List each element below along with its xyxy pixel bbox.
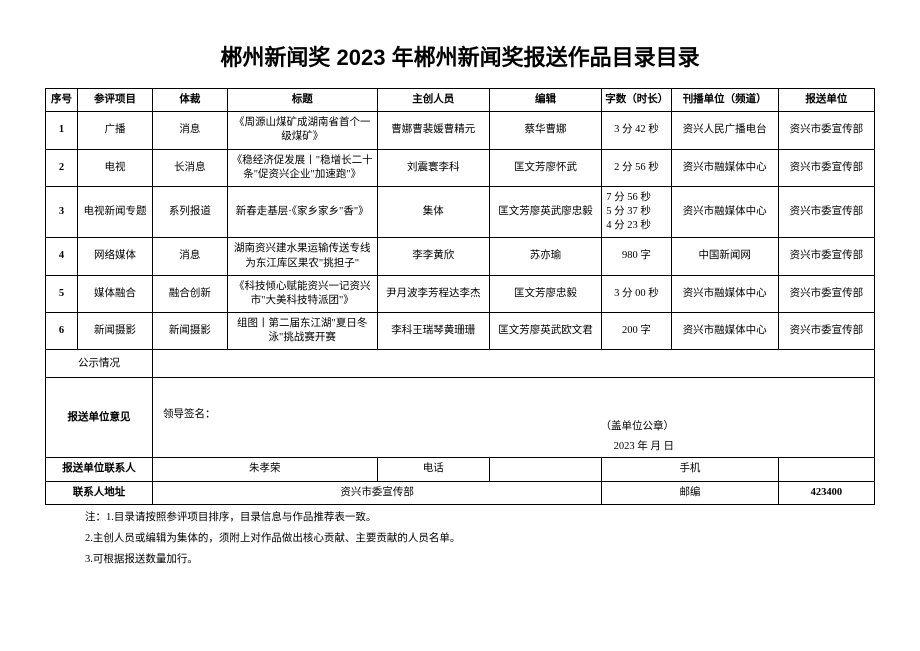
cell-submitter: 资兴市委宣传部 (778, 112, 874, 149)
cell-genre: 系列报道 (152, 186, 227, 238)
cell-worktitle: 组图丨第二届东江湖"夏日冬泳"挑战赛开赛 (227, 313, 377, 350)
cell-seq: 5 (46, 275, 78, 312)
cell-seq: 2 (46, 149, 78, 186)
phone-value (489, 458, 601, 481)
cell-publisher: 资兴市融媒体中心 (671, 275, 778, 312)
notes-block: 注：1.目录请按照参评项目排序，目录信息与作品推荐表一致。 2.主创人员或编辑为… (45, 509, 875, 570)
cell-seq: 4 (46, 238, 78, 275)
postcode-value: 423400 (778, 481, 874, 504)
cell-category: 电视新闻专题 (78, 186, 153, 238)
cell-publisher: 中国新闻网 (671, 238, 778, 275)
th-publisher: 刊播单位（频道） (671, 89, 778, 112)
phone-label: 电话 (377, 458, 489, 481)
header-row: 序号 参评项目 体裁 标题 主创人员 编辑 字数（时长） 刊播单位（频道） 报送… (46, 89, 875, 112)
note-3: 3.可根据报送数量加行。 (85, 551, 875, 570)
cell-publisher: 资兴市融媒体中心 (671, 186, 778, 238)
opinion-content: 领导签名： （盖单位公章） 2023 年 月 日 (152, 378, 874, 458)
note-2: 2.主创人员或编辑为集体的，须附上对作品做出核心贡献、主要贡献的人员名单。 (85, 530, 875, 549)
cell-length: 200 字 (602, 313, 672, 350)
cell-editor: 匡文芳廖忠毅 (489, 275, 601, 312)
cell-creator: 集体 (377, 186, 489, 238)
postcode-label: 邮编 (602, 481, 778, 504)
cell-editor: 匡文芳廖怀武 (489, 149, 601, 186)
cell-worktitle: 新春走基层·《家乡家乡"香"》 (227, 186, 377, 238)
opinion-row: 报送单位意见 领导签名： （盖单位公章） 2023 年 月 日 (46, 378, 875, 458)
cell-submitter: 资兴市委宣传部 (778, 238, 874, 275)
cell-genre: 新闻摄影 (152, 313, 227, 350)
note-1: 1.目录请按照参评项目排序，目录信息与作品推荐表一致。 (106, 512, 376, 523)
cell-editor: 苏亦瑜 (489, 238, 601, 275)
table-row: 1广播消息《周源山煤矿成湖南省首个一级煤矿》曹娜曹裴媛曹精元蔡华曹娜3 分 42… (46, 112, 875, 149)
cell-editor: 匡文芳廖英武廖忠毅 (489, 186, 601, 238)
address-row: 联系人地址 资兴市委宣传部 邮编 423400 (46, 481, 875, 504)
address-value: 资兴市委宣传部 (152, 481, 601, 504)
contact-person: 朱孝荣 (152, 458, 377, 481)
cell-seq: 1 (46, 112, 78, 149)
cell-category: 网络媒体 (78, 238, 153, 275)
stamp-label: （盖单位公章） (601, 420, 675, 434)
publicity-content (152, 350, 874, 378)
th-title: 标题 (227, 89, 377, 112)
cell-seq: 6 (46, 313, 78, 350)
cell-genre: 融合创新 (152, 275, 227, 312)
table-row: 5媒体融合融合创新《科技倾心赋能资兴一记资兴市"大美科技特派团"》尹月波李芳程达… (46, 275, 875, 312)
cell-worktitle: 湖南资兴建水果运输传送专线为东江库区果农"挑担子" (227, 238, 377, 275)
cell-publisher: 资兴人民广播电台 (671, 112, 778, 149)
contact-person-label: 报送单位联系人 (46, 458, 153, 481)
page-title: 郴州新闻奖 2023 年郴州新闻奖报送作品目录目录 (45, 40, 875, 72)
th-creator: 主创人员 (377, 89, 489, 112)
opinion-label: 报送单位意见 (46, 378, 153, 458)
table-row: 3电视新闻专题系列报道新春走基层·《家乡家乡"香"》集体匡文芳廖英武廖忠毅7 分… (46, 186, 875, 238)
cell-creator: 尹月波李芳程达李杰 (377, 275, 489, 312)
cell-editor: 匡文芳廖英武欧文君 (489, 313, 601, 350)
cell-worktitle: 《稳经济促发展丨"稳增长二十条"促资兴企业"加速跑"》 (227, 149, 377, 186)
contact-row: 报送单位联系人 朱孝荣 电话 手机 (46, 458, 875, 481)
cell-genre: 消息 (152, 238, 227, 275)
cell-category: 新闻摄影 (78, 313, 153, 350)
publicity-row: 公示情况 (46, 350, 875, 378)
date-label: 2023 年 月 日 (614, 440, 674, 454)
cell-seq: 3 (46, 186, 78, 238)
cell-length: 7 分 56 秒 5 分 37 秒 4 分 23 秒 (602, 186, 672, 238)
cell-category: 媒体融合 (78, 275, 153, 312)
cell-editor: 蔡华曹娜 (489, 112, 601, 149)
cell-creator: 李李黄欣 (377, 238, 489, 275)
cell-length: 3 分 00 秒 (602, 275, 672, 312)
th-submitter: 报送单位 (778, 89, 874, 112)
th-category: 参评项目 (78, 89, 153, 112)
publicity-label: 公示情况 (46, 350, 153, 378)
cell-genre: 长消息 (152, 149, 227, 186)
catalog-table: 序号 参评项目 体裁 标题 主创人员 编辑 字数（时长） 刊播单位（频道） 报送… (45, 88, 875, 505)
cell-category: 广播 (78, 112, 153, 149)
cell-publisher: 资兴市融媒体中心 (671, 149, 778, 186)
cell-submitter: 资兴市委宣传部 (778, 186, 874, 238)
table-row: 4网络媒体消息湖南资兴建水果运输传送专线为东江库区果农"挑担子"李李黄欣苏亦瑜9… (46, 238, 875, 275)
address-label: 联系人地址 (46, 481, 153, 504)
cell-creator: 李科王瑞琴黄珊珊 (377, 313, 489, 350)
cell-submitter: 资兴市委宣传部 (778, 275, 874, 312)
cell-submitter: 资兴市委宣传部 (778, 149, 874, 186)
th-seq: 序号 (46, 89, 78, 112)
cell-genre: 消息 (152, 112, 227, 149)
cell-length: 980 字 (602, 238, 672, 275)
notes-prefix: 注： (85, 512, 106, 523)
cell-length: 2 分 56 秒 (602, 149, 672, 186)
mobile-value (778, 458, 874, 481)
cell-category: 电视 (78, 149, 153, 186)
cell-creator: 曹娜曹裴媛曹精元 (377, 112, 489, 149)
th-genre: 体裁 (152, 89, 227, 112)
th-length: 字数（时长） (602, 89, 672, 112)
table-row: 6新闻摄影新闻摄影组图丨第二届东江湖"夏日冬泳"挑战赛开赛李科王瑞琴黄珊珊匡文芳… (46, 313, 875, 350)
leader-sign-label: 领导签名： (163, 409, 216, 420)
cell-creator: 刘震寰李科 (377, 149, 489, 186)
cell-publisher: 资兴市融媒体中心 (671, 313, 778, 350)
table-row: 2电视长消息《稳经济促发展丨"稳增长二十条"促资兴企业"加速跑"》刘震寰李科匡文… (46, 149, 875, 186)
cell-worktitle: 《科技倾心赋能资兴一记资兴市"大美科技特派团"》 (227, 275, 377, 312)
mobile-label: 手机 (602, 458, 778, 481)
cell-worktitle: 《周源山煤矿成湖南省首个一级煤矿》 (227, 112, 377, 149)
th-editor: 编辑 (489, 89, 601, 112)
cell-length: 3 分 42 秒 (602, 112, 672, 149)
cell-submitter: 资兴市委宣传部 (778, 313, 874, 350)
